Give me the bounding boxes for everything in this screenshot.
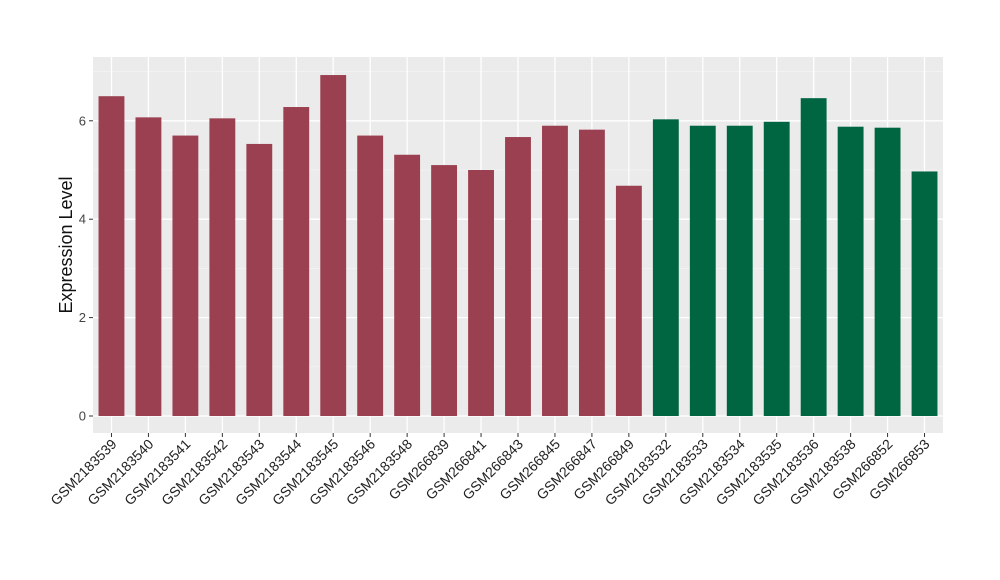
bar-GSM2183536 xyxy=(800,98,827,416)
bar-GSM2183532 xyxy=(652,119,679,416)
bars xyxy=(98,75,938,417)
y-tick-label: 0 xyxy=(79,409,86,424)
bar-GSM2183535 xyxy=(763,121,790,416)
bar-GSM266847 xyxy=(578,129,605,416)
bar-GSM2183548 xyxy=(394,154,421,417)
bar-GSM2183541 xyxy=(172,135,199,416)
bar-GSM2183539 xyxy=(98,96,125,416)
bar-GSM2183545 xyxy=(320,75,347,416)
bar-GSM266839 xyxy=(431,165,458,416)
bar-GSM266843 xyxy=(505,137,531,416)
bar-GSM2183534 xyxy=(726,125,753,416)
bar-GSM2183546 xyxy=(357,135,384,416)
bar-GSM2183542 xyxy=(209,118,236,416)
bar-GSM2183544 xyxy=(283,107,310,417)
bar-GSM2183533 xyxy=(689,125,716,416)
y-tick-label: 2 xyxy=(79,310,86,325)
bar-GSM266852 xyxy=(874,127,901,417)
bar-GSM266849 xyxy=(615,185,642,416)
bar-GSM2183543 xyxy=(246,143,273,416)
bar-GSM2183538 xyxy=(837,126,864,416)
y-tick-label: 4 xyxy=(79,212,86,227)
y-tick-label: 6 xyxy=(79,113,86,128)
y-axis-title: Expression Level xyxy=(56,176,76,313)
bar-GSM266845 xyxy=(542,125,568,416)
bar-GSM266853 xyxy=(911,171,938,416)
x-axis: GSM2183539GSM2183540GSM2183541GSM2183542… xyxy=(47,433,933,508)
bar-GSM266841 xyxy=(468,170,494,416)
bar-GSM2183540 xyxy=(135,117,162,416)
y-axis: 0 2 4 6 xyxy=(79,113,93,424)
